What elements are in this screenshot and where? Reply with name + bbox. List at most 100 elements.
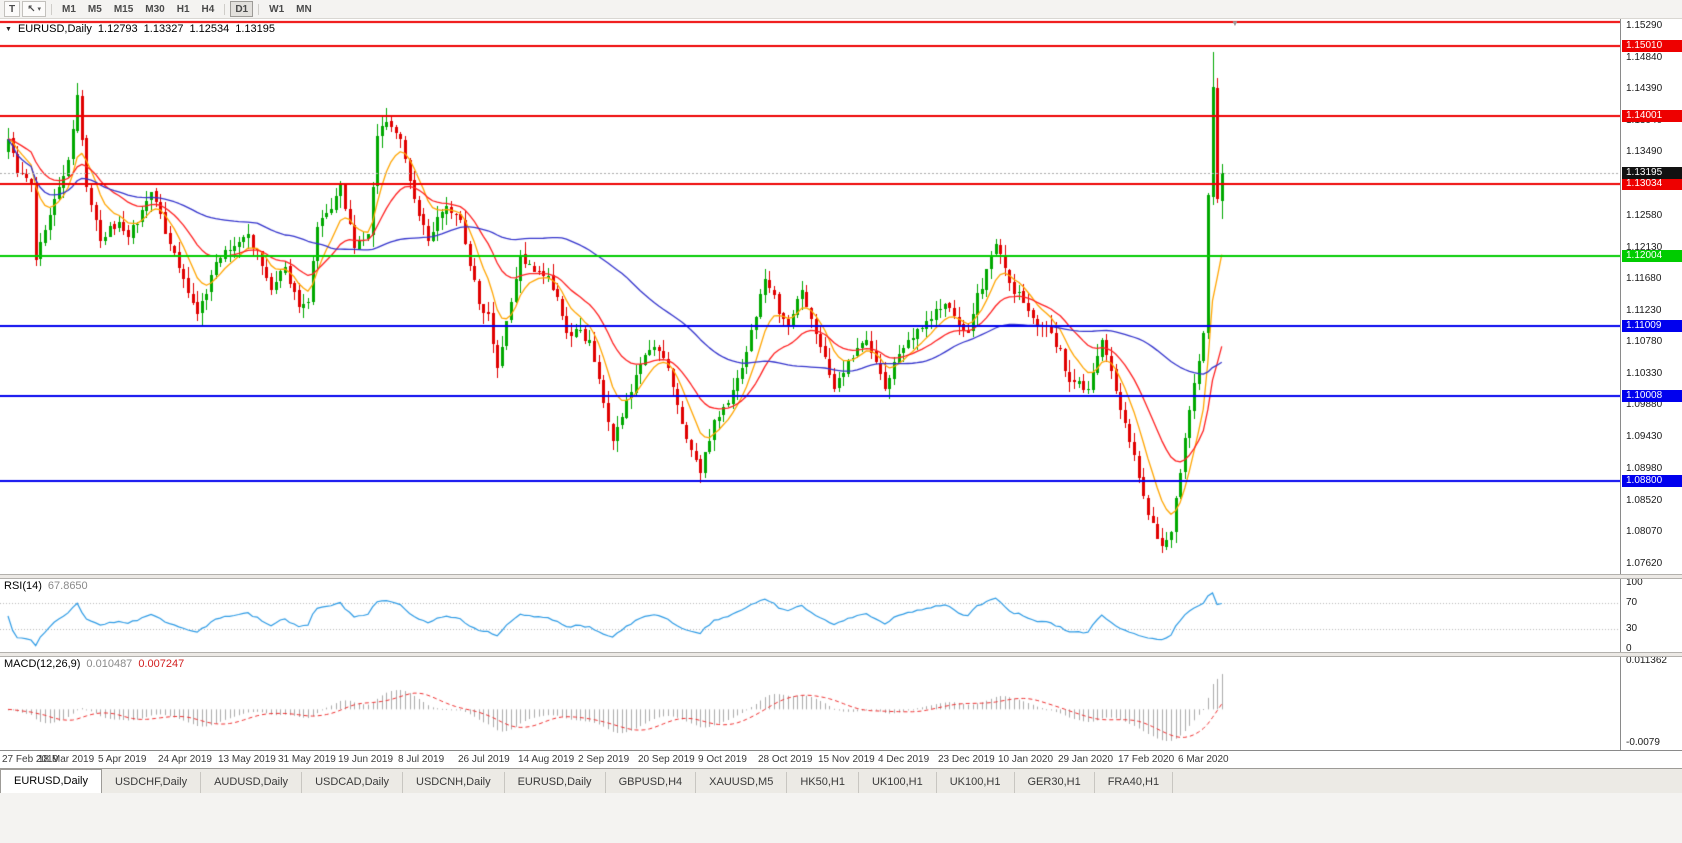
chart-tab-usdchf-daily[interactable]: USDCHF,Daily: [102, 772, 202, 793]
date-label: 24 Apr 2019: [158, 754, 212, 765]
top-toolbar: T ↖ ▾ M1 M5 M15 M30 H1 H4 D1 W1 MN: [0, 0, 1682, 19]
price-axis-tick: 1.09880: [1626, 399, 1663, 411]
chart-tab-gbpusd-h4[interactable]: GBPUSD,H4: [606, 772, 697, 793]
timeframe-button-h4[interactable]: H4: [201, 3, 215, 15]
price-axis-tick: 1.08980: [1626, 462, 1663, 474]
price-axis-tick: 1.09430: [1626, 431, 1663, 443]
chart-tab-usdcad-daily[interactable]: USDCAD,Daily: [302, 772, 404, 793]
chart-tab-eurusd-daily[interactable]: EURUSD,Daily: [505, 772, 606, 793]
text-tool-button[interactable]: T: [4, 1, 21, 17]
date-label: 13 May 2019: [218, 754, 276, 765]
chart-tab-uk100-h1[interactable]: UK100,H1: [859, 772, 937, 793]
chart-tab-ger30-h1[interactable]: GER30,H1: [1015, 772, 1095, 793]
macd-value-main: 0.010487: [86, 658, 133, 670]
date-label: 15 Nov 2019: [818, 754, 875, 765]
macd-label: MACD(12,26,9) 0.010487 0.007247: [4, 658, 184, 670]
date-label: 2 Sep 2019: [578, 754, 630, 765]
rsi-chart-canvas[interactable]: [0, 577, 1620, 652]
rsi-value: 67.8650: [47, 580, 88, 592]
macd-chart-canvas[interactable]: [0, 655, 1620, 750]
chart-tab-audusd-daily[interactable]: AUDUSD,Daily: [201, 772, 303, 793]
chart-symbol-timeframe: EURUSD,Daily: [17, 23, 92, 35]
price-axis-tick: 1.10780: [1626, 336, 1663, 348]
toolbar-separator: [224, 3, 226, 15]
chart-tab-usdcnh-daily[interactable]: USDCNH,Daily: [403, 772, 505, 793]
rsi-indicator-panel: RSI(14) 67.8650: [0, 577, 1682, 652]
price-chart-canvas[interactable]: [0, 18, 1620, 574]
price-axis-tick: 1.15290: [1626, 20, 1663, 31]
price-axis-tick: 1.11680: [1626, 273, 1662, 285]
macd-value-signal: 0.007247: [138, 658, 185, 670]
macd-indicator-panel: MACD(12,26,9) 0.010487 0.007247: [0, 655, 1682, 750]
macd-axis-tick: -0.0079: [1626, 737, 1660, 748]
date-label: 20 Sep 2019: [638, 754, 695, 765]
timeframe-button-w1[interactable]: W1: [269, 3, 285, 15]
chart-shift-marker-icon[interactable]: ▼: [1231, 19, 1239, 28]
rsi-axis-tick: 0: [1626, 643, 1632, 654]
timeframe-button-d1[interactable]: D1: [230, 1, 254, 17]
price-axis-tick: 1.14390: [1626, 83, 1663, 95]
rsi-label: RSI(14) 67.8650: [4, 580, 88, 592]
date-label: 17 Feb 2020: [1118, 754, 1175, 765]
macd-axis-tick: 0.011362: [1626, 655, 1667, 666]
date-label: 8 Jul 2019: [398, 754, 445, 765]
ohlc-close: 1.13195: [235, 23, 275, 35]
chart-tab-fra40-h1[interactable]: FRA40,H1: [1095, 772, 1174, 793]
chart-tab-uk100-h1[interactable]: UK100,H1: [937, 772, 1015, 793]
chart-tab-hk50-h1[interactable]: HK50,H1: [787, 772, 859, 793]
toolbar-separator: [51, 3, 53, 15]
price-axis-tick: 1.14840: [1626, 51, 1663, 63]
date-label: 29 Jan 2020: [1058, 754, 1114, 765]
panel-splitter[interactable]: [0, 652, 1682, 657]
date-label: 6 Mar 2020: [1178, 754, 1229, 765]
price-chart-panel: ▼ EURUSD,Daily 1.12793 1.13327 1.12534 1…: [0, 18, 1682, 574]
date-label: 31 May 2019: [278, 754, 336, 765]
timeframe-button-mn[interactable]: MN: [296, 3, 312, 15]
price-axis-tick: 1.08070: [1626, 526, 1663, 538]
price-axis-tick: 1.07620: [1626, 558, 1663, 569]
toolbar-separator: [258, 3, 260, 15]
chart-tab-xauusd-m5[interactable]: XAUUSD,M5: [696, 772, 788, 793]
chart-tabs-bar: EURUSD,Daily USDCHF,Daily AUDUSD,Daily USDC…: [0, 768, 1682, 793]
time-axis[interactable]: 27 Feb 2019 18 Mar 2019 5 Apr 2019 24 Apr 2…: [0, 750, 1682, 769]
price-level-badge: 1.14001: [1622, 110, 1682, 123]
date-label: 27 Feb 2019: [2, 754, 59, 765]
date-label: 10 Jan 2020: [998, 754, 1054, 765]
panel-splitter[interactable]: [0, 574, 1682, 579]
timeframe-button-m1[interactable]: M1: [62, 3, 76, 15]
date-label: 28 Oct 2019: [758, 754, 813, 765]
timeframe-button-group: M1 M5 M15 M30 H1 H4 D1 W1 MN: [56, 1, 318, 17]
timeframe-button-h1[interactable]: H1: [176, 3, 190, 15]
cursor-tool-button[interactable]: ↖ ▾: [22, 1, 47, 17]
price-axis-tick: 1.13490: [1626, 146, 1663, 158]
chart-header: ▼ EURUSD,Daily 1.12793 1.13327 1.12534 1…: [5, 23, 275, 35]
date-label: 14 Aug 2019: [518, 754, 575, 765]
macd-name: MACD(12,26,9): [4, 658, 81, 670]
timeframe-button-m15[interactable]: M15: [113, 3, 134, 15]
collapse-caret-icon[interactable]: ▼: [5, 25, 12, 33]
price-axis-tick: 1.08520: [1626, 494, 1663, 506]
price-level-badge: 1.08800: [1622, 475, 1682, 488]
timeframe-button-m5[interactable]: M5: [87, 3, 102, 15]
date-label: 19 Jun 2019: [338, 754, 394, 765]
chart-tab-eurusd-daily[interactable]: EURUSD,Daily: [0, 769, 102, 793]
price-axis-tick: 1.12130: [1626, 241, 1663, 253]
rsi-axis-tick: 100: [1626, 577, 1643, 588]
date-label: 4 Dec 2019: [878, 754, 930, 765]
chevron-down-icon: ▾: [37, 6, 42, 13]
price-level-badge: 1.13034: [1622, 178, 1682, 191]
rsi-axis-tick: 30: [1626, 623, 1638, 635]
price-level-badge: 1.15010: [1622, 39, 1682, 52]
date-label: 18 Mar 2019: [38, 754, 95, 765]
rsi-name: RSI(14): [4, 580, 42, 592]
price-level-badge: 1.11009: [1622, 320, 1682, 333]
price-axis-tick: 1.12580: [1626, 210, 1663, 222]
price-level-badge: 1.10008: [1622, 390, 1682, 403]
timeframe-button-m30[interactable]: M30: [145, 3, 165, 15]
price-axis[interactable]: 1.152901.148401.143901.139401.134901.130…: [1620, 18, 1682, 750]
date-label: 26 Jul 2019: [458, 754, 510, 765]
price-axis-tick: 1.11230: [1626, 304, 1662, 316]
status-bar-area: [0, 792, 1682, 843]
ohlc-open: 1.12793: [97, 23, 138, 35]
